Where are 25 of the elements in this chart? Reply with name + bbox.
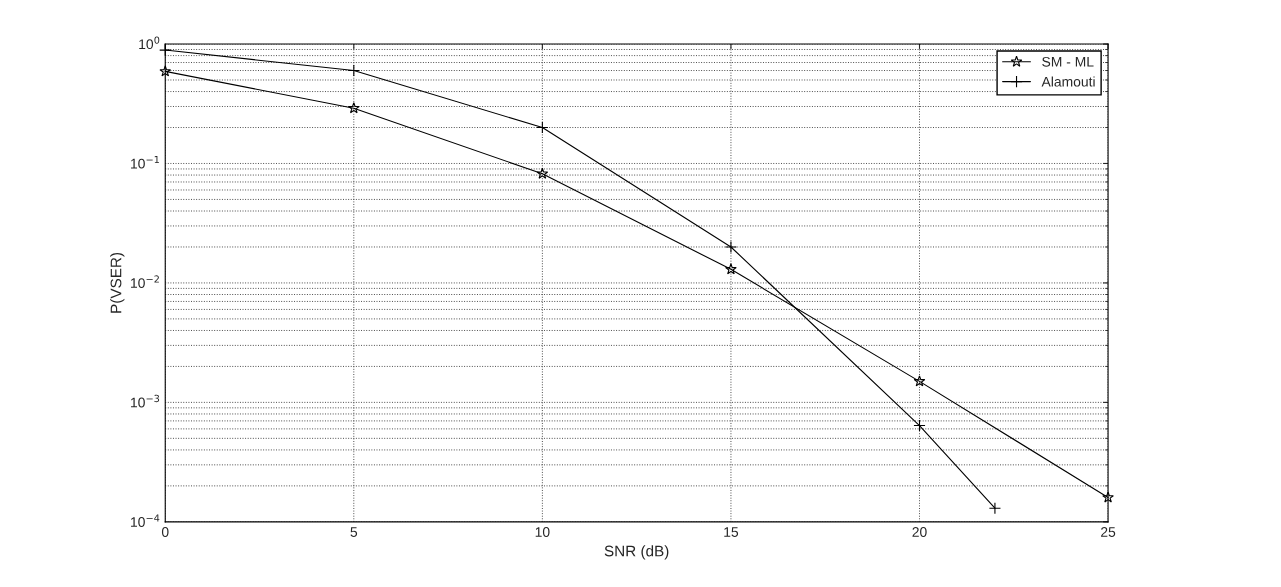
x-tick-label: 15 — [724, 527, 739, 537]
x-axis-title: SNR (dB) — [604, 545, 669, 560]
x-tick-label: 25 — [1101, 527, 1116, 537]
point — [724, 240, 738, 254]
point — [988, 502, 1002, 515]
y-tick-label: 10$^{0}$ — [139, 36, 160, 50]
point — [159, 65, 172, 77]
point — [536, 167, 549, 179]
x-tick-label: 5 — [350, 527, 358, 537]
y-axis-title: P(VSER) — [110, 252, 125, 313]
point — [913, 419, 926, 432]
y-tick-label: 10$^{−4}$ — [131, 514, 160, 527]
point — [536, 121, 549, 134]
x-tick-label: 20 — [912, 527, 927, 537]
legend-label: SM - ML — [1042, 56, 1094, 67]
legend-label: Alamouti — [1041, 76, 1095, 87]
y-tick-label: 10$^{−2}$ — [131, 275, 159, 288]
point — [347, 102, 360, 114]
point — [347, 64, 360, 77]
x-tick-label: 0 — [161, 527, 169, 537]
y-tick-label: 10$^{−1}$ — [131, 156, 159, 169]
y-tick-label: 10$^{−3}$ — [131, 394, 160, 408]
x-tick-label: 10 — [535, 527, 550, 537]
point — [913, 375, 926, 387]
point — [725, 263, 737, 275]
